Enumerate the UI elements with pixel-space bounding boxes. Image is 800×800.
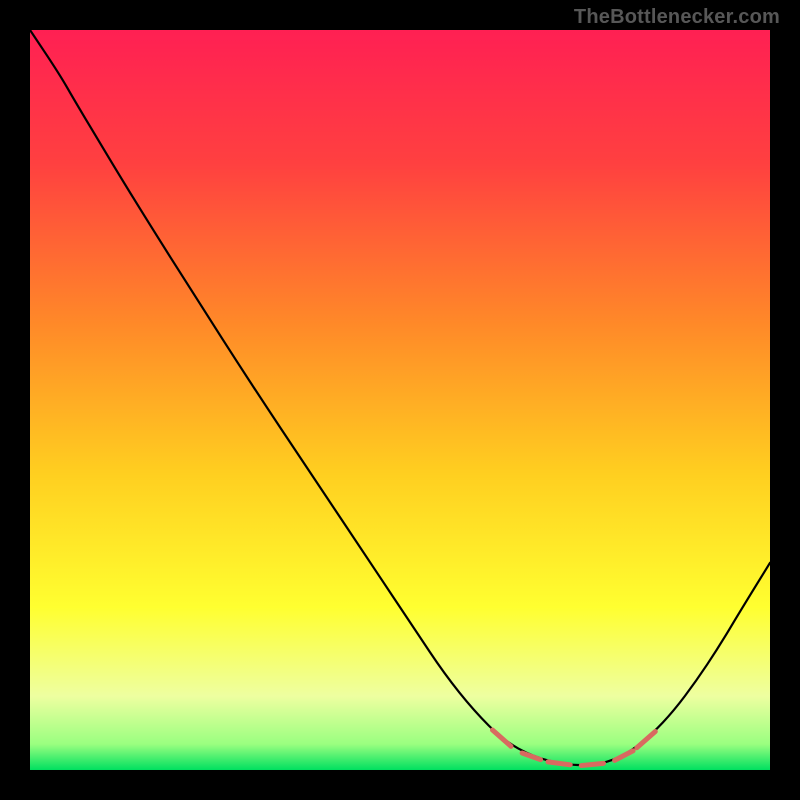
plot-area [30,30,770,770]
dash-segment [615,751,634,761]
main-curve [30,30,770,765]
dash-segment [493,730,512,746]
dash-segment [637,732,656,748]
chart-stage: TheBottlenecker.com [0,0,800,800]
dash-segment [548,762,570,765]
watermark-text: TheBottlenecker.com [574,6,780,29]
curve-layer [30,30,770,770]
dash-segment [581,763,603,765]
dash-segment [522,753,541,760]
